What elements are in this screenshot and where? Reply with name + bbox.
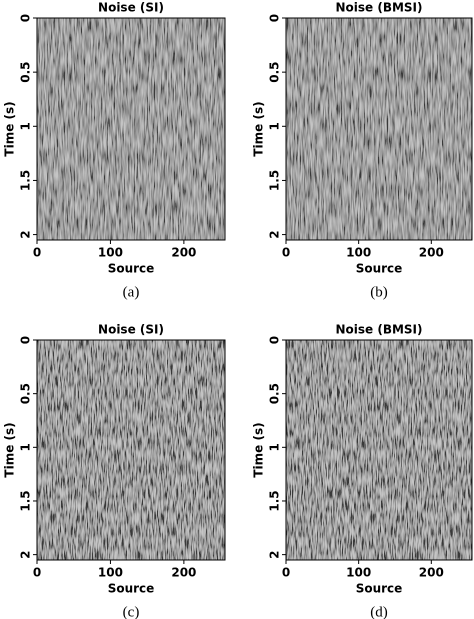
- y-axis-label: Time (s): [252, 101, 266, 156]
- y-tick-label: 1.5: [19, 490, 33, 511]
- y-axis-label: Time (s): [3, 101, 17, 156]
- panel-caption: (d): [370, 604, 388, 619]
- y-tick-label: 1: [19, 443, 33, 451]
- x-tick-label: 100: [346, 246, 371, 260]
- x-axis-label: Source: [108, 582, 155, 596]
- x-tick-label: 100: [346, 566, 371, 580]
- x-tick-label: 0: [33, 246, 41, 260]
- y-tick-label: 1: [19, 122, 33, 130]
- y-tick-label: 1.5: [268, 170, 282, 191]
- x-tick-label: 0: [33, 566, 41, 580]
- y-axis-label: Time (s): [3, 422, 17, 477]
- x-tick-label: 200: [419, 566, 444, 580]
- y-tick-label: 2: [268, 230, 282, 238]
- y-tick-label: 2: [19, 230, 33, 238]
- frame: [36, 17, 226, 241]
- y-tick-label: 0: [19, 336, 33, 344]
- noise-image: [286, 18, 472, 240]
- y-tick-label: 2: [268, 550, 282, 558]
- y-tick-label: 0: [19, 14, 33, 22]
- y-tick-label: 0.5: [19, 383, 33, 404]
- panel-title: Noise (BMSI): [335, 1, 422, 15]
- noise-image: [286, 340, 472, 560]
- x-axis-label: Source: [108, 262, 155, 276]
- frame: [285, 339, 473, 561]
- x-tick-label: 200: [171, 566, 196, 580]
- y-tick-label: 1: [268, 122, 282, 130]
- frame: [36, 339, 226, 561]
- y-tick-label: 0: [268, 14, 282, 22]
- y-axis-label: Time (s): [252, 422, 266, 477]
- y-tick-label: 1.5: [268, 490, 282, 511]
- noise-image: [37, 340, 225, 560]
- x-axis-label: Source: [356, 262, 403, 276]
- y-tick-label: 0.5: [268, 383, 282, 404]
- panel-caption: (c): [123, 604, 140, 619]
- panel-title: Noise (BMSI): [335, 323, 422, 337]
- y-tick-label: 0.5: [19, 62, 33, 83]
- x-tick-label: 0: [282, 246, 290, 260]
- frame: [285, 17, 473, 241]
- panel-title: Noise (SI): [98, 1, 164, 15]
- panel-caption: (b): [370, 284, 388, 300]
- x-tick-label: 0: [282, 566, 290, 580]
- x-axis-label: Source: [356, 582, 403, 596]
- x-tick-label: 100: [98, 566, 123, 580]
- x-tick-label: 200: [171, 246, 196, 260]
- y-tick-label: 1: [268, 443, 282, 451]
- x-tick-label: 200: [419, 246, 444, 260]
- y-tick-label: 0: [268, 336, 282, 344]
- y-tick-label: 1.5: [19, 170, 33, 191]
- panel-title: Noise (SI): [98, 323, 164, 337]
- noise-image: [37, 18, 225, 240]
- panel-caption: (a): [123, 284, 140, 300]
- x-tick-label: 100: [98, 246, 123, 260]
- y-tick-label: 2: [19, 550, 33, 558]
- y-tick-label: 0.5: [268, 62, 282, 83]
